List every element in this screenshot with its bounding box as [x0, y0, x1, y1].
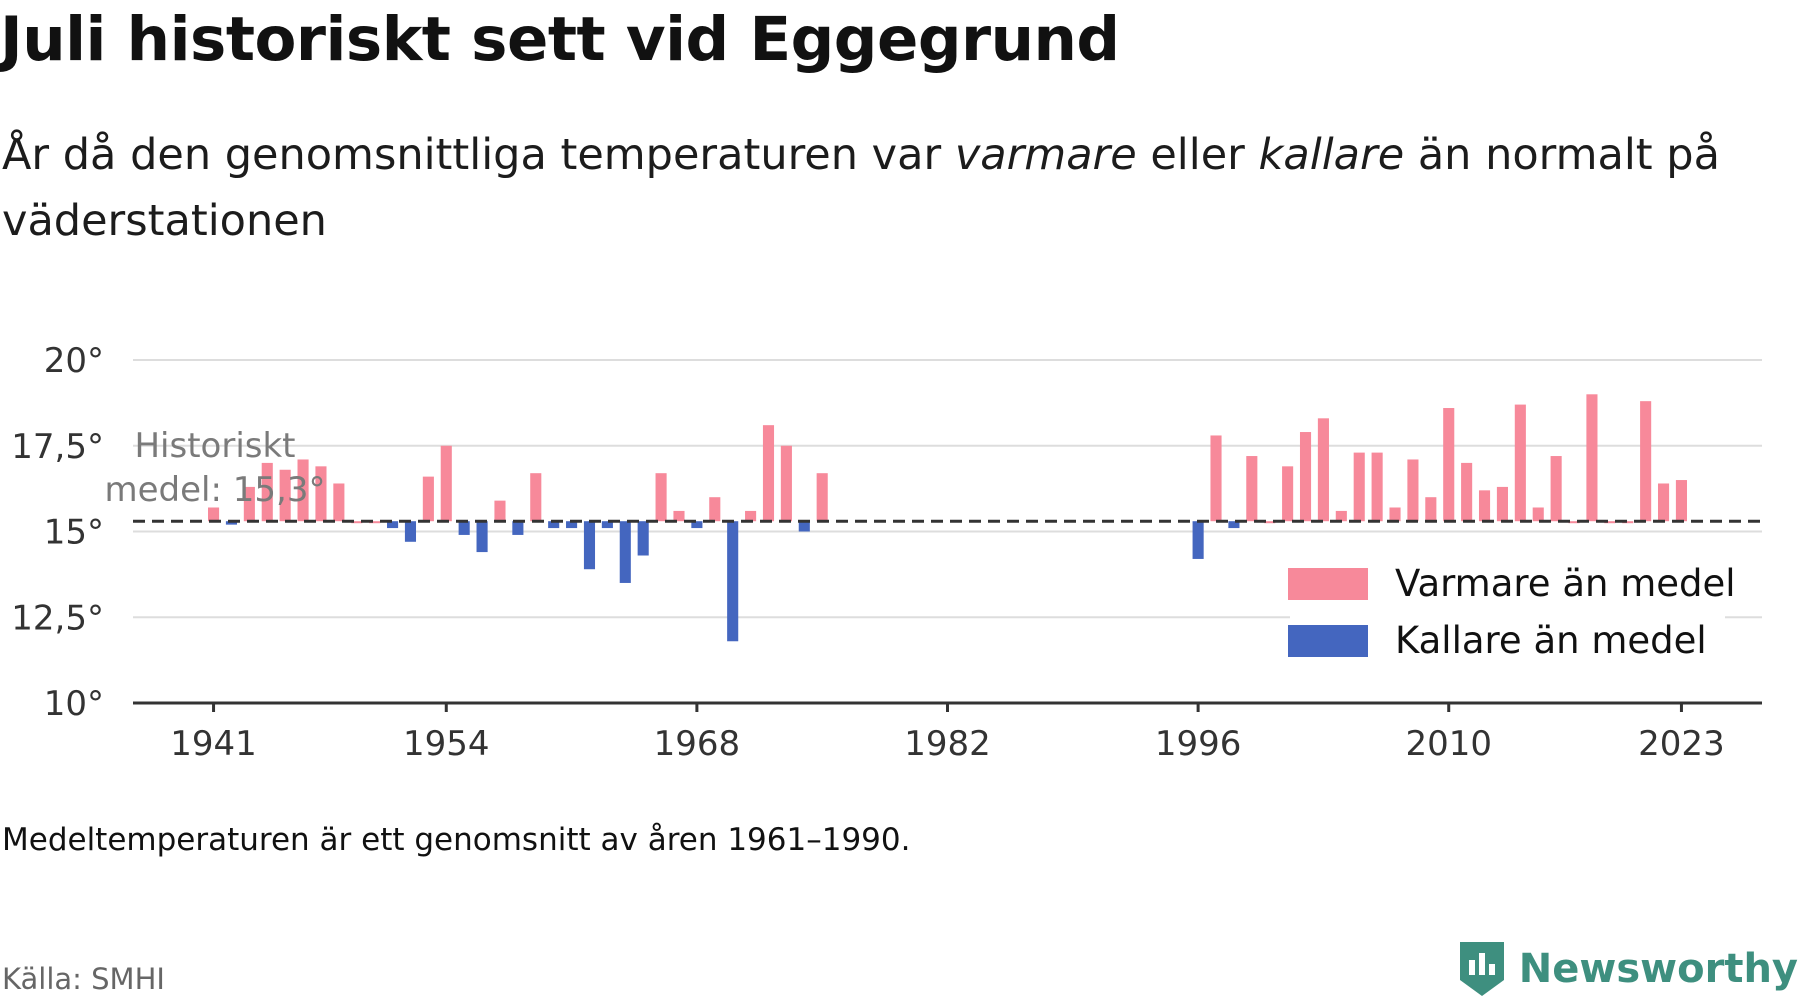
bar-1967 — [673, 510, 685, 522]
bar-2005 — [1353, 452, 1365, 522]
subtitle-warm-word: varmare — [954, 130, 1137, 180]
x-tick-label: 1982 — [904, 724, 991, 764]
y-tick-label: 17,5° — [11, 427, 104, 467]
bar-2022 — [1657, 483, 1670, 522]
x-tick-label: 1968 — [654, 724, 741, 764]
bar-1973 — [780, 445, 792, 522]
bar-series — [208, 394, 1687, 642]
bar-1959 — [530, 473, 542, 522]
bar-1949 — [351, 521, 363, 524]
historical-mean-label-line1: Historiskt — [134, 426, 295, 466]
bar-2016 — [1550, 456, 1562, 522]
y-tick-label: 12,5° — [11, 598, 104, 638]
y-tick-label: 15° — [44, 513, 104, 553]
bar-1966 — [655, 473, 667, 522]
bar-1974 — [798, 521, 810, 532]
newsworthy-logo-icon — [1459, 942, 1504, 996]
bar-1971 — [745, 510, 757, 522]
source-credit: Källa: SMHI — [2, 962, 165, 996]
subtitle-text-1: År då den genomsnittliga temperaturen va… — [2, 130, 955, 180]
bar-1955 — [458, 521, 470, 535]
legend-label-warm: Varmare än medel — [1395, 562, 1736, 605]
bar-1945 — [279, 469, 291, 522]
legend: Varmare än medel Kallare än medel — [1288, 560, 1736, 672]
bar-2021 — [1640, 401, 1652, 522]
bar-1960 — [548, 521, 560, 529]
y-tick-label: 10° — [44, 684, 104, 724]
bar-1953 — [422, 476, 434, 522]
bar-2023 — [1675, 480, 1687, 522]
historical-mean-label-line2: medel: 15,3° — [105, 470, 326, 510]
x-tick-label: 1996 — [1155, 724, 1242, 764]
bar-2003 — [1317, 418, 1329, 522]
x-axis-ticks: 1941 1954 1968 1982 1996 2010 2023 — [170, 703, 1725, 764]
brand-name: Newsworthy — [1518, 946, 1798, 992]
bar-1957 — [494, 500, 506, 522]
bar-2004 — [1335, 510, 1347, 522]
bar-2002 — [1299, 432, 1312, 522]
bar-1996 — [1192, 521, 1204, 559]
bar-1952 — [404, 521, 417, 542]
bar-2007 — [1389, 507, 1401, 522]
bar-1968 — [691, 521, 703, 529]
bar-1962 — [583, 521, 596, 570]
temperature-bar-chart: 10° 12,5° 15° 17,5° 20° Historiskt medel: 15… — [11, 341, 1762, 764]
bar-2019 — [1604, 521, 1616, 524]
bar-2014 — [1514, 404, 1526, 522]
bar-1975 — [816, 473, 828, 522]
bar-1964 — [619, 521, 631, 583]
bar-2000 — [1264, 521, 1276, 524]
bar-1943 — [243, 486, 255, 522]
bar-1941 — [208, 507, 220, 522]
subtitle-cold-word: kallare — [1258, 130, 1405, 180]
bar-1998 — [1228, 521, 1240, 529]
y-axis-labels: 10° 12,5° 15° 17,5° 20° — [11, 341, 104, 724]
bar-2010 — [1443, 408, 1455, 522]
legend-swatch-warm — [1288, 568, 1368, 600]
bar-1956 — [476, 521, 488, 553]
bar-1951 — [387, 521, 399, 529]
x-tick-label: 2010 — [1405, 724, 1492, 764]
bar-1961 — [566, 521, 578, 529]
bar-1944 — [261, 462, 273, 522]
legend-swatch-cold — [1288, 625, 1368, 657]
bar-1948 — [333, 483, 345, 522]
footnote: Medeltemperaturen är ett genomsnitt av å… — [2, 822, 911, 858]
brand-logo: Newsworthy — [1457, 940, 1798, 998]
bar-2015 — [1532, 507, 1544, 522]
bar-2008 — [1407, 459, 1419, 522]
bar-1965 — [637, 521, 649, 556]
bar-2012 — [1478, 490, 1491, 522]
bar-1946 — [297, 459, 309, 522]
x-tick-label: 2023 — [1638, 724, 1725, 764]
bar-1947 — [315, 466, 327, 522]
subtitle-text-2: eller — [1136, 130, 1259, 180]
bar-1970 — [727, 521, 739, 642]
bar-2017 — [1568, 521, 1580, 524]
subtitle-text-3: än normalt på väderstationen — [2, 130, 1720, 246]
x-tick-label: 1954 — [403, 724, 490, 764]
historical-mean-annotation: Historiskt medel: 15,3° — [105, 426, 326, 510]
x-tick-label: 1941 — [170, 724, 257, 764]
bar-2011 — [1461, 462, 1473, 522]
bar-2018 — [1586, 394, 1598, 522]
bar-2013 — [1496, 486, 1508, 522]
y-tick-label: 20° — [44, 341, 104, 381]
bar-1997 — [1210, 435, 1222, 522]
bar-2020 — [1622, 521, 1634, 524]
bar-1942 — [225, 521, 238, 525]
legend-label-cold: Kallare än medel — [1395, 619, 1707, 662]
bar-1950 — [369, 521, 381, 524]
bar-1999 — [1246, 456, 1258, 522]
bar-1969 — [709, 497, 721, 522]
bar-1963 — [601, 521, 613, 529]
bar-1958 — [512, 521, 524, 535]
bar-1972 — [762, 425, 775, 522]
chart-subtitle: År då den genomsnittliga temperaturen va… — [2, 122, 1762, 254]
bar-1954 — [440, 445, 452, 522]
bar-2009 — [1425, 497, 1437, 522]
bar-2006 — [1371, 452, 1383, 522]
chart-title: Juli historiskt sett vid Eggegrund — [0, 4, 1120, 75]
bar-2001 — [1282, 466, 1294, 522]
